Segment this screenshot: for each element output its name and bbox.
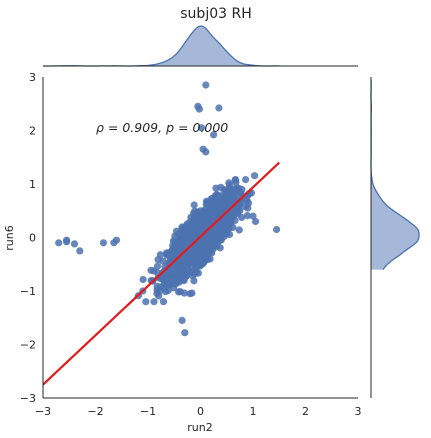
scatter-point (208, 229, 216, 237)
y-tick-label: 1 (29, 178, 36, 191)
scatter-point (207, 216, 215, 225)
scatter-point (235, 226, 243, 234)
scatter-point (76, 247, 84, 255)
scatter-point (210, 131, 218, 139)
scatter-point (112, 236, 121, 244)
x-tick-label: 1 (250, 405, 257, 418)
x-tick-label: −3 (35, 405, 51, 418)
scatter-point (210, 240, 218, 248)
scatter-point (211, 206, 219, 214)
scatter-point (221, 193, 229, 201)
top-marginal-kde (43, 25, 358, 67)
scatter-point (252, 217, 260, 226)
scatter-point (218, 201, 226, 209)
scatter-point (229, 223, 237, 231)
scatter-point (189, 269, 197, 277)
scatter-point (168, 254, 176, 262)
x-tick-label: 3 (355, 405, 362, 418)
top-kde-line (43, 25, 280, 67)
x-tick-label: 0 (197, 405, 204, 418)
scatter-point (215, 104, 223, 112)
scatter-point (202, 81, 210, 89)
scatter-point (199, 207, 207, 215)
x-ticks: −3 −2 −1 0 1 2 3 (35, 405, 362, 418)
scatter-point (99, 239, 107, 247)
correlation-annotation: ρ = 0.909, p = 0.000 (96, 120, 228, 135)
y-ticks: −3 −2 −1 0 1 2 3 (20, 71, 36, 405)
scatter-point (251, 172, 259, 180)
scatter-point (273, 225, 281, 234)
scatter-point (205, 201, 213, 209)
scatter-point (201, 218, 209, 227)
scatter-point (183, 254, 191, 262)
scatter-point (164, 281, 172, 289)
scatter-point (249, 212, 257, 220)
scatter-point (212, 184, 220, 192)
scatter-point (142, 298, 150, 306)
scatter-point (214, 194, 222, 202)
scatter-point (139, 275, 147, 284)
y-tick-label: −1 (20, 285, 36, 298)
scatter-point (150, 298, 158, 306)
chart-title: subj03 RH (180, 6, 251, 22)
scatter-point (204, 236, 212, 244)
main-plot: −3 −2 −1 0 1 2 3 −3 −2 −1 0 1 2 3 ρ = 0.909, p = 0.0… (3, 71, 362, 434)
y-tick-label: 3 (29, 71, 36, 84)
top-kde-area (43, 26, 280, 66)
scatter-point (178, 316, 186, 324)
scatter-point (231, 176, 239, 184)
scatter-point (226, 230, 234, 239)
scatter-point (231, 186, 239, 194)
scatter-point (190, 209, 198, 217)
scatter-point (243, 212, 251, 220)
scatter-point (220, 232, 228, 241)
regression-line (42, 161, 281, 386)
scatter-point (223, 224, 231, 232)
scatter-point (180, 236, 188, 244)
scatter-point (195, 105, 203, 113)
scatter-point (55, 239, 63, 247)
scatter-point (159, 298, 168, 306)
x-tick-label: −1 (140, 405, 156, 418)
scatter-point (234, 210, 242, 218)
scatter-point (182, 272, 190, 280)
y-tick-label: 0 (29, 232, 36, 245)
scatter-point (244, 204, 252, 212)
scatter-point (162, 288, 170, 296)
scatter-point (186, 290, 194, 298)
scatter-point (176, 288, 184, 296)
scatter-point (188, 229, 196, 237)
scatter-point (193, 224, 201, 232)
scatter-point (154, 262, 162, 270)
scatter-point (173, 227, 181, 235)
y-tick-label: −3 (20, 392, 36, 405)
scatter-point (157, 283, 165, 291)
scatter-point (220, 186, 228, 194)
y-tick-label: −2 (20, 339, 36, 352)
x-axis-label: run2 (187, 421, 212, 434)
scatter-point (216, 244, 224, 252)
x-tick-label: −2 (87, 405, 103, 418)
y-tick-label: 2 (29, 125, 36, 138)
scatter-point (70, 240, 79, 248)
scatter-point (202, 148, 210, 156)
scatter-point (63, 238, 71, 246)
scatter-point (214, 223, 222, 231)
scatter-point (188, 254, 196, 262)
x-tick-label: 2 (302, 405, 309, 418)
scatter-point (155, 292, 163, 300)
scatter-point (167, 270, 175, 278)
scatter-point (170, 262, 179, 270)
right-kde-area (371, 80, 419, 270)
scatter-point (242, 176, 250, 184)
y-axis-label: run6 (3, 225, 16, 250)
right-marginal-kde (370, 77, 420, 398)
scatter-point (171, 237, 179, 245)
scatter-point (156, 251, 164, 259)
scatter-point (147, 266, 155, 274)
scatter-point (190, 201, 198, 209)
scatter-point (181, 329, 189, 337)
scatter-point (197, 124, 206, 132)
